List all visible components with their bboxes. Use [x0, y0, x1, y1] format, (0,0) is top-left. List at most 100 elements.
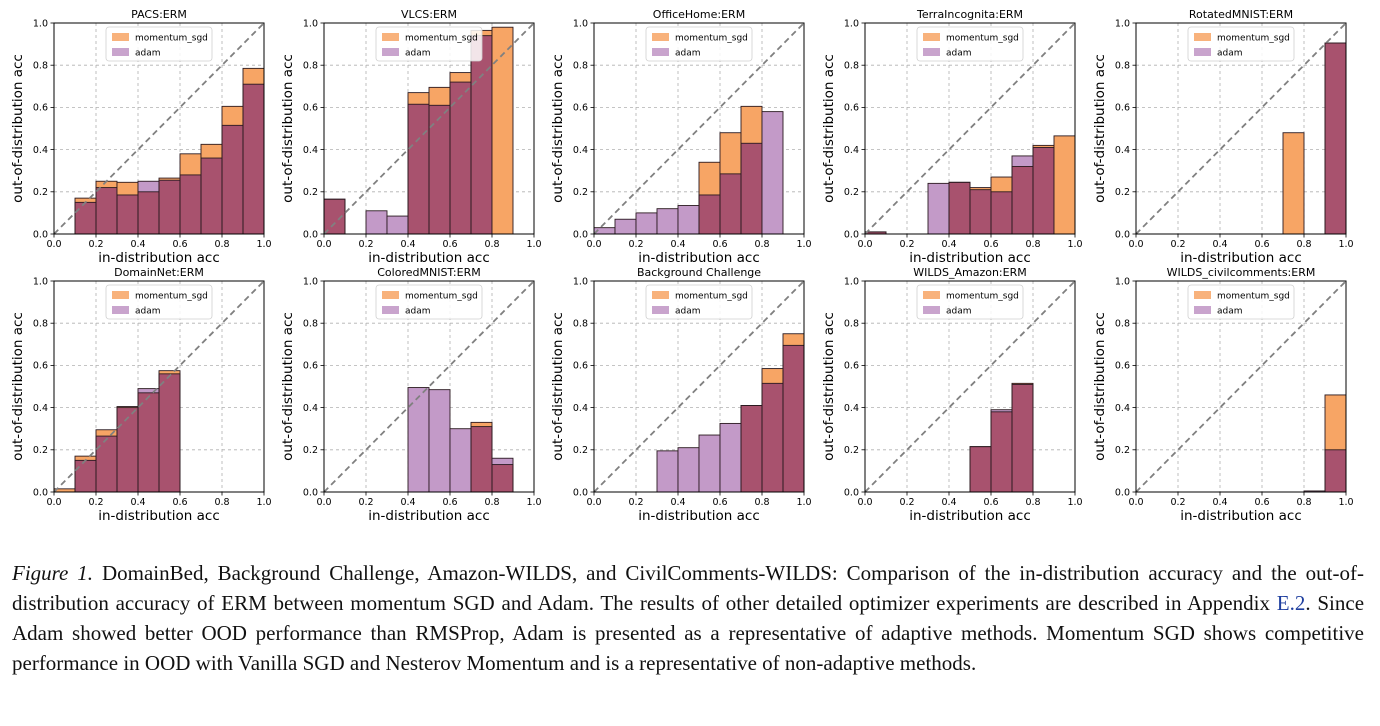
bar-overlap [75, 460, 96, 492]
bar-adam [657, 208, 678, 234]
y-axis-label: out-of-distribution acc [280, 312, 296, 461]
x-tick-label: 0.6 [983, 239, 998, 250]
legend-box [105, 26, 213, 62]
legend-label-adam: adam [135, 307, 161, 317]
bar-overlap [159, 180, 180, 234]
x-tick-label: 1.0 [526, 239, 541, 250]
x-tick-label: 0.8 [1296, 497, 1311, 508]
x-tick-label: 0.0 [857, 497, 872, 508]
bar-overlap [243, 84, 264, 234]
bar-overlap [408, 104, 429, 234]
x-tick-label: 1.0 [526, 497, 541, 508]
y-tick-label: 0.0 [844, 229, 859, 240]
bar-overlap [1325, 43, 1346, 234]
bar-overlap [492, 464, 513, 492]
bar-momentum-sgd [741, 106, 762, 144]
y-tick-label: 0.8 [1115, 319, 1130, 330]
bar-overlap [699, 194, 720, 234]
y-tick-label: 0.2 [1115, 445, 1130, 456]
x-tick-label: 1.0 [796, 239, 811, 250]
chart-title: WILDS_Amazon:ERM [913, 266, 1026, 279]
bar-adam [429, 389, 450, 492]
bar-overlap [138, 191, 159, 234]
y-tick-label: 0.4 [1115, 145, 1130, 156]
bar-momentum-sgd [159, 178, 180, 181]
chart-title: WILDS_civilcomments:ERM [1167, 266, 1316, 279]
x-tick-label: 0.2 [628, 239, 643, 250]
bar-momentum-sgd [1054, 135, 1075, 234]
bar-overlap [741, 143, 762, 234]
legend-box [1187, 284, 1295, 320]
y-tick-label: 0.8 [844, 319, 859, 330]
y-tick-label: 0.2 [303, 445, 318, 456]
y-tick-label: 0.0 [33, 487, 48, 498]
bar-adam [720, 423, 741, 492]
bar-adam [408, 387, 429, 492]
bar-momentum-sgd [429, 87, 450, 106]
bar-momentum-sgd [1283, 132, 1304, 234]
legend-label-momentum-sgd: momentum_sgd [135, 292, 208, 302]
figure-caption: Figure 1. DomainBed, Background Challeng… [12, 558, 1364, 678]
bar-momentum-sgd [699, 162, 720, 195]
y-tick-label: 0.0 [303, 229, 318, 240]
x-tick-label: 0.8 [754, 497, 769, 508]
bar-overlap [201, 158, 222, 234]
bar-momentum-sgd [1012, 383, 1033, 385]
y-tick-label: 0.2 [844, 187, 859, 198]
axes-frame [593, 22, 805, 235]
y-tick-label: 1.0 [1115, 18, 1130, 29]
bar-adam [678, 447, 699, 492]
x-tick-label: 0.0 [586, 239, 601, 250]
legend-label-momentum-sgd: momentum_sgd [405, 34, 478, 44]
bar-momentum-sgd [720, 132, 741, 174]
x-tick-label: 0.0 [316, 239, 331, 250]
bar-overlap [471, 35, 492, 234]
legend-box [1187, 26, 1295, 62]
x-tick-label: 0.0 [46, 497, 61, 508]
chart-domainnet-erm: 0.00.0 0.2 0.2 0.4 0.4 0.6 0.6 0.8 0.8 1.0 1.0 Doma… [10, 266, 272, 524]
y-tick-label: 0.2 [303, 187, 318, 198]
y-axis-label: out-of-distribution acc [821, 312, 837, 461]
x-tick-label: 0.6 [172, 497, 187, 508]
bar-adam [699, 435, 720, 492]
y-tick-label: 1.0 [844, 18, 859, 29]
bar-adam [492, 458, 513, 465]
bar-overlap [991, 191, 1012, 234]
bar-momentum-sgd [96, 181, 117, 188]
y-tick-label: 1.0 [303, 18, 318, 29]
bar-momentum-sgd [117, 406, 138, 408]
bar-momentum-sgd [75, 456, 96, 461]
x-tick-label: 0.2 [899, 497, 914, 508]
chart-title: Background Challenge [637, 266, 761, 279]
y-tick-label: 0.2 [573, 445, 588, 456]
y-tick-label: 0.0 [33, 229, 48, 240]
chart-title: PACS:ERM [131, 8, 187, 21]
y-tick-label: 0.2 [33, 445, 48, 456]
chart-background-challenge: 0.00.0 0.2 0.2 0.4 0.4 0.6 0.6 0.8 0.8 1.0 1.0 Back… [550, 266, 812, 524]
axes-frame [323, 280, 535, 493]
legend-swatch-adam [923, 306, 940, 314]
x-tick-label: 0.2 [358, 239, 373, 250]
x-tick-label: 0.2 [88, 497, 103, 508]
appendix-link[interactable]: E.2 [1276, 591, 1306, 615]
legend-label-momentum-sgd: momentum_sgd [675, 292, 748, 302]
x-tick-label: 0.4 [1212, 239, 1227, 250]
y-tick-label: 0.6 [303, 361, 318, 372]
bar-overlap [75, 202, 96, 234]
axes-frame [53, 22, 265, 235]
y-axis-label: out-of-distribution acc [1092, 312, 1108, 461]
x-tick-label: 0.6 [172, 239, 187, 250]
x-tick-label: 0.8 [754, 239, 769, 250]
x-tick-label: 0.2 [1170, 239, 1185, 250]
y-tick-label: 0.6 [33, 361, 48, 372]
legend-swatch-momentum-sgd [382, 33, 399, 41]
bar-momentum-sgd [762, 368, 783, 384]
bar-overlap [471, 426, 492, 492]
x-tick-label: 1.0 [1338, 239, 1353, 250]
bar-overlap [991, 411, 1012, 492]
legend-swatch-adam [382, 48, 399, 56]
bar-adam [1012, 155, 1033, 167]
